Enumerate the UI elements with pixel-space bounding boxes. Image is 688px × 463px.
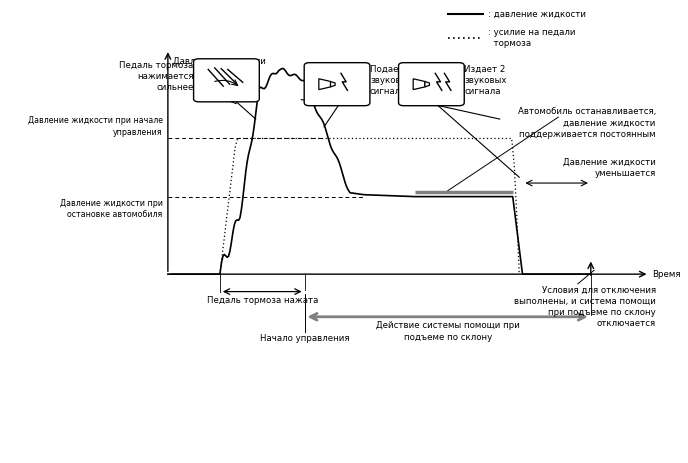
Text: Автомобиль останавливается,
давление жидкости
поддерживается постоянным: Автомобиль останавливается, давление жид… bbox=[517, 107, 656, 138]
Polygon shape bbox=[319, 79, 330, 90]
FancyBboxPatch shape bbox=[193, 59, 259, 102]
Text: : усилие на педали
  тормоза: : усилие на педали тормоза bbox=[488, 28, 575, 48]
Text: Издает 2
звуковых
сигнала: Издает 2 звуковых сигнала bbox=[464, 65, 507, 96]
Polygon shape bbox=[425, 81, 429, 87]
FancyBboxPatch shape bbox=[304, 63, 370, 106]
Text: : давление жидкости: : давление жидкости bbox=[488, 10, 586, 19]
Text: Давление жидкости
уменьшается: Давление жидкости уменьшается bbox=[563, 158, 656, 178]
Text: Начало управления: Начало управления bbox=[260, 334, 350, 343]
Text: Давление жидкости: Давление жидкости bbox=[173, 57, 266, 66]
Text: Педаль тормоза нажата: Педаль тормоза нажата bbox=[206, 296, 318, 305]
Text: Подает 1
звуковой
сигнал: Подает 1 звуковой сигнал bbox=[370, 65, 412, 96]
Polygon shape bbox=[330, 81, 335, 87]
Text: Действие системы помощи при
подъеме по склону: Действие системы помощи при подъеме по с… bbox=[376, 321, 519, 342]
Text: Давление жидкости при
остановке автомобиля: Давление жидкости при остановке автомоби… bbox=[60, 199, 162, 219]
Text: Давление жидкости при начале
управления: Давление жидкости при начале управления bbox=[28, 116, 162, 137]
Text: Время: Время bbox=[653, 269, 681, 279]
Text: Педаль тормоза
нажимается
сильнее: Педаль тормоза нажимается сильнее bbox=[119, 61, 193, 92]
FancyBboxPatch shape bbox=[398, 63, 464, 106]
Polygon shape bbox=[413, 79, 425, 90]
Text: Условия для отключения
выполнены, и система помощи
при подъеме по склону
отключа: Условия для отключения выполнены, и сист… bbox=[514, 286, 656, 328]
